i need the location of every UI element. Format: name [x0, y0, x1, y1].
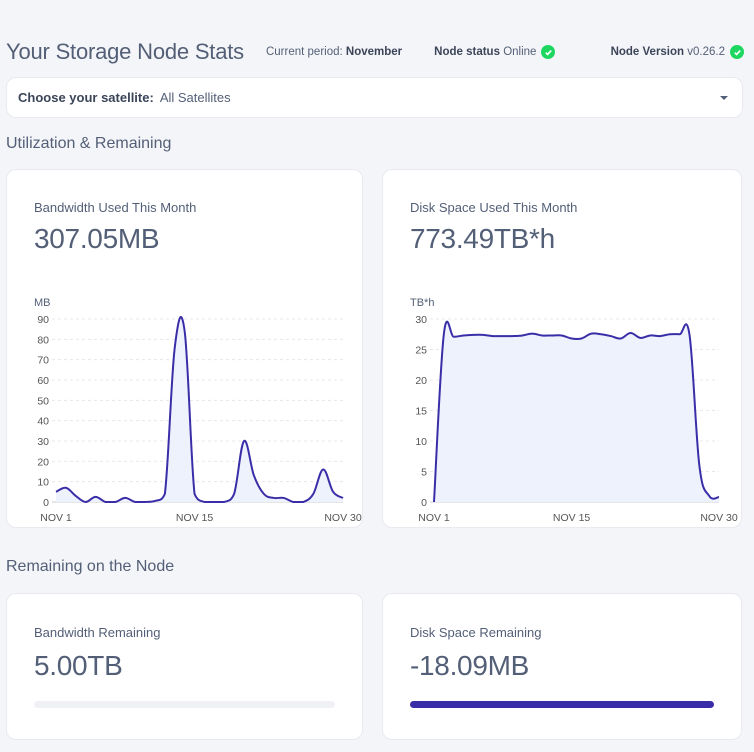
y-tick-label: 10	[37, 477, 49, 489]
x-tick-label: NOV 30	[700, 512, 738, 524]
x-tick-label: NOV 30	[324, 512, 362, 524]
version-value: v0.26.2	[687, 46, 725, 58]
disk-remaining-card: Disk Space Remaining -18.09MB	[382, 593, 742, 740]
page-header: Your Storage Node Stats Current period: …	[6, 38, 744, 66]
bandwidth-chart: MB 0 10 20 30 40 50 60 70 80 90 NOV 1 NOV 15 NOV 30	[34, 297, 362, 524]
card-value: 773.49TB*h	[410, 223, 555, 254]
y-tick-label: 40	[37, 416, 49, 428]
version-label: Node Version	[610, 46, 685, 58]
card-label: Bandwidth Used This Month	[34, 200, 197, 215]
current-period: Current period: November	[266, 46, 402, 58]
x-tick-label: NOV 1	[418, 512, 450, 524]
series-area	[56, 317, 343, 502]
y-tick-label: 0	[43, 497, 49, 509]
period-label: Current period:	[265, 46, 343, 58]
satellite-value: All Satellites	[159, 90, 231, 105]
card-value: -18.09MB	[410, 650, 529, 681]
bandwidth-used-card: Bandwidth Used This Month 307.05MB MB 0 10…	[6, 169, 363, 528]
y-tick-label: 30	[415, 314, 427, 326]
section-title-remaining: Remaining on the Node	[6, 558, 175, 575]
card-label: Bandwidth Remaining	[34, 625, 161, 640]
x-tick-label: NOV 15	[176, 512, 214, 524]
disk-used-card: Disk Space Used This Month 773.49TB*h TB…	[382, 169, 742, 528]
card-value: 5.00TB	[34, 650, 123, 681]
card-label: Disk Space Remaining	[410, 625, 542, 640]
y-axis-unit: TB*h	[410, 297, 434, 309]
progress-fill	[410, 701, 714, 708]
y-tick-label: 25	[415, 345, 427, 357]
x-tick-label: NOV 1	[40, 512, 72, 524]
y-tick-label: 80	[37, 334, 49, 346]
chevron-down-icon	[720, 96, 728, 100]
y-tick-label: 60	[37, 375, 49, 387]
series-area	[434, 321, 719, 502]
page-title: Your Storage Node Stats	[6, 39, 244, 64]
disk-remaining-progress	[410, 701, 714, 708]
y-tick-label: 20	[37, 456, 49, 468]
satellite-label: Choose your satellite:	[18, 90, 154, 105]
y-tick-label: 10	[415, 436, 427, 448]
y-tick-label: 5	[421, 467, 427, 479]
check-circle-icon	[541, 45, 556, 59]
y-tick-label: 70	[37, 355, 49, 367]
bandwidth-remaining-progress	[34, 701, 335, 708]
section-title-utilization: Utilization & Remaining	[6, 135, 172, 152]
period-value: November	[345, 46, 403, 58]
card-value: 307.05MB	[34, 223, 160, 254]
y-tick-label: 20	[415, 375, 427, 387]
satellite-select[interactable]: Choose your satellite: All Satellites	[6, 77, 743, 118]
status-value: Online	[503, 46, 537, 58]
card-label: Disk Space Used This Month	[410, 200, 578, 215]
status-label: Node status	[434, 46, 500, 58]
y-tick-label: 90	[37, 314, 49, 326]
node-status: Node status Online	[434, 45, 556, 59]
disk-chart: TB*h 0 5 10 15 20 25 30 NOV 1 NOV 15 NOV 30	[410, 297, 738, 524]
y-tick-label: 50	[37, 395, 49, 407]
node-version: Node Version v0.26.2	[611, 45, 744, 59]
y-tick-label: 15	[415, 406, 427, 418]
bandwidth-remaining-card: Bandwidth Remaining 5.00TB	[6, 593, 363, 740]
y-tick-label: 30	[37, 436, 49, 448]
x-tick-label: NOV 15	[553, 512, 591, 524]
y-axis-unit: MB	[34, 297, 51, 309]
y-tick-label: 0	[421, 497, 427, 509]
check-circle-icon	[730, 45, 744, 59]
series-line	[55, 316, 344, 504]
series-line	[433, 320, 720, 503]
